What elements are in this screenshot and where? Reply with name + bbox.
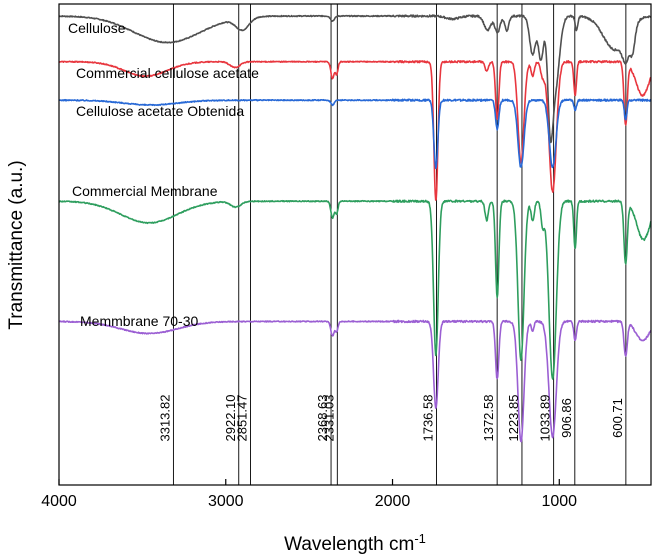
- peak-label: 1223.85: [506, 395, 521, 442]
- series-label: Memmbrane 70-30: [80, 313, 198, 329]
- y-axis-title: Transmittance (a.u.): [6, 160, 27, 329]
- series-label: Cellulose acetate Obtenida: [76, 103, 244, 119]
- series-label: Commercial Membrane: [72, 183, 218, 199]
- series-label: Commercial cellulose acetate: [76, 65, 259, 81]
- peak-label: 2368.63: [315, 395, 330, 442]
- series-line: [58, 14, 652, 144]
- series-line: [58, 98, 652, 170]
- x-axis-title: Wavelength cm-1: [284, 531, 426, 555]
- series-lines: [58, 14, 652, 443]
- peak-label: 1736.58: [420, 395, 435, 442]
- peak-label: 2331.03: [321, 395, 336, 442]
- peak-label: 600.71: [610, 398, 625, 438]
- peak-label: 906.86: [559, 398, 574, 438]
- x-tick-label: 4000: [41, 493, 77, 510]
- plot-frame: [58, 3, 652, 486]
- peak-label: 2922.10: [223, 395, 238, 442]
- x-tick-label: 2000: [375, 493, 411, 510]
- series-line: [58, 319, 652, 443]
- x-ticks: 4000 3000 2000 1000: [41, 479, 577, 510]
- series-label: Cellulose: [68, 20, 126, 36]
- peak-marker-lines: [172, 4, 627, 485]
- x-tick-label: 3000: [208, 493, 244, 510]
- peak-label: 3313.82: [157, 395, 172, 442]
- peak-label: 1372.58: [481, 395, 496, 442]
- series-labels: Cellulose Commercial cellulose acetate Cel…: [68, 20, 259, 329]
- peak-label: 1033.89: [538, 395, 553, 442]
- series-line: [58, 199, 652, 380]
- peak-label: 2851.47: [235, 395, 250, 442]
- series-line: [58, 60, 652, 201]
- x-tick-label: 1000: [541, 493, 577, 510]
